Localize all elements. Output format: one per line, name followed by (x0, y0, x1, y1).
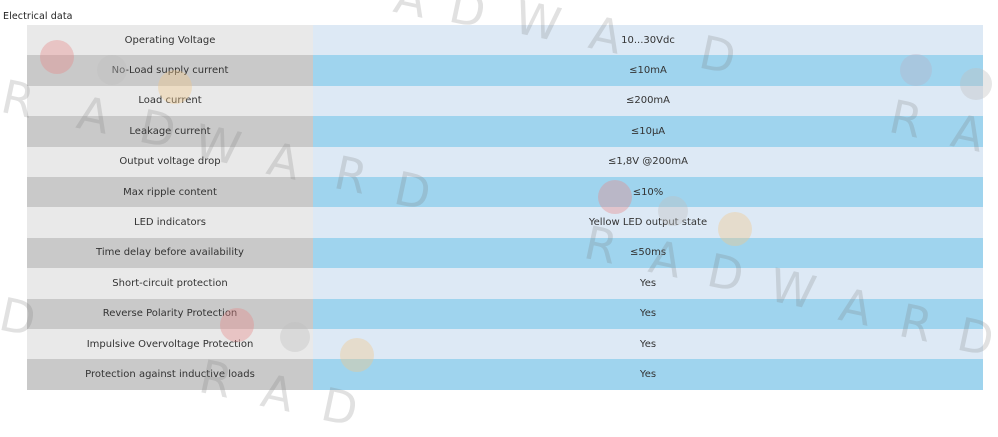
electrical-data-table: Operating Voltage 10...30Vdc No-Load sup… (27, 25, 983, 390)
row-label: Output voltage drop (27, 146, 313, 177)
row-label: LED indicators (27, 207, 313, 238)
row-label: Load current (27, 85, 313, 117)
row-value: Yes (313, 328, 983, 360)
table-row: No-Load supply current ≤10mA (27, 55, 983, 86)
table-row: Impulsive Overvoltage Protection Yes (27, 328, 983, 360)
row-value: ≤50ms (313, 237, 983, 269)
row-value: Yellow LED output state (313, 207, 983, 238)
row-value: ≤10mA (313, 55, 983, 86)
row-label: Reverse Polarity Protection (27, 298, 313, 329)
row-label: No-Load supply current (27, 55, 313, 86)
table-row: Operating Voltage 10...30Vdc (27, 25, 983, 56)
row-value: Yes (313, 298, 983, 329)
row-label: Short-circuit protection (27, 268, 313, 299)
table-row: Max ripple content ≤10% (27, 176, 983, 208)
table-row: Reverse Polarity Protection Yes (27, 298, 983, 329)
row-value: ≤10% (313, 176, 983, 208)
row-label: Operating Voltage (27, 25, 313, 56)
row-value: ≤1,8V @200mA (313, 146, 983, 177)
row-value: ≤10µA (313, 116, 983, 147)
row-label: Max ripple content (27, 176, 313, 208)
table-row: LED indicators Yellow LED output state (27, 207, 983, 238)
table-row: Protection against inductive loads Yes (27, 359, 983, 390)
section-title: Electrical data (3, 11, 73, 22)
table-row: Short-circuit protection Yes (27, 268, 983, 299)
table-row: Output voltage drop ≤1,8V @200mA (27, 146, 983, 177)
row-value: 10...30Vdc (313, 25, 983, 56)
row-value: ≤200mA (313, 85, 983, 117)
table-row: Leakage current ≤10µA (27, 116, 983, 147)
row-value: Yes (313, 268, 983, 299)
table-row: Load current ≤200mA (27, 85, 983, 117)
row-label: Leakage current (27, 116, 313, 147)
row-label: Time delay before availability (27, 237, 313, 269)
row-label: Protection against inductive loads (27, 359, 313, 390)
table-row: Time delay before availability ≤50ms (27, 237, 983, 269)
row-value: Yes (313, 359, 983, 390)
row-label: Impulsive Overvoltage Protection (27, 328, 313, 360)
